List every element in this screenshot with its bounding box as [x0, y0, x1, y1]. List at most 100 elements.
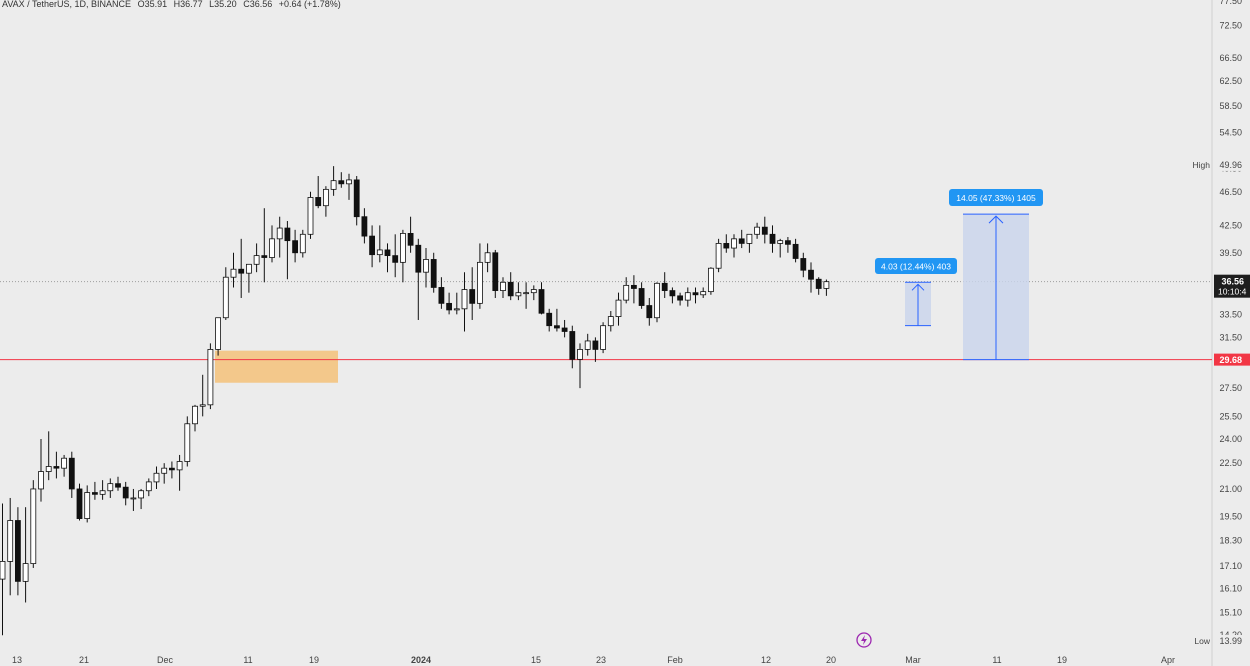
- candle-down: [492, 252, 499, 291]
- y-tick-label: 62.50: [1219, 76, 1242, 86]
- x-tick-label: 12: [761, 655, 771, 665]
- candle-up: [461, 289, 468, 310]
- candle-up: [715, 243, 722, 269]
- candle-down: [785, 240, 791, 245]
- x-tick-label: 2024: [411, 655, 431, 665]
- candle-up: [484, 252, 491, 263]
- candle-up: [269, 238, 275, 258]
- candle-up: [376, 249, 383, 256]
- candle-down: [53, 466, 60, 469]
- candle-up: [299, 233, 306, 254]
- candle-up: [346, 179, 352, 185]
- candle-down: [261, 255, 268, 258]
- candle-down: [792, 243, 799, 259]
- low-value-bg: [1214, 635, 1250, 647]
- candle-up: [84, 492, 91, 519]
- candle-down: [369, 235, 376, 256]
- x-tick-label: 11: [992, 655, 1001, 665]
- candle-up: [7, 520, 14, 562]
- y-tick-label: 66.50: [1219, 53, 1242, 63]
- candle-up: [307, 197, 314, 235]
- y-tick-label: 42.50: [1219, 220, 1242, 230]
- candle-down: [554, 325, 560, 329]
- candle-down: [438, 287, 445, 304]
- candle-up: [245, 263, 252, 274]
- candle-up: [700, 291, 707, 296]
- candle-down: [769, 233, 776, 244]
- candle-up: [823, 281, 830, 289]
- candle-up: [322, 188, 329, 207]
- change-value: +0.64 (+1.78%): [278, 0, 341, 9]
- candle-up: [30, 488, 37, 564]
- high-value: 49.96: [1219, 160, 1242, 170]
- y-tick-label: 15.10: [1219, 607, 1242, 617]
- demand-zone: [215, 350, 338, 383]
- y-tick-label: 16.10: [1219, 583, 1242, 593]
- candle-down: [808, 269, 814, 280]
- candle-down: [469, 289, 476, 304]
- y-tick-label: 39.50: [1219, 248, 1242, 258]
- candle-up: [230, 268, 237, 278]
- candle-up: [161, 467, 168, 474]
- candle-down: [115, 483, 121, 488]
- candle-down: [692, 292, 699, 296]
- y-tick-label: 46.50: [1219, 187, 1242, 197]
- candle-up: [107, 483, 114, 492]
- candle-down: [14, 520, 21, 582]
- measure-label-large: 14.05 (47.33%) 1405: [956, 193, 1036, 203]
- measure-arrowhead-small: [911, 283, 925, 291]
- countdown-label: 10:10:4: [1218, 287, 1247, 297]
- candle-down: [353, 179, 360, 218]
- candle-up: [423, 259, 429, 273]
- x-tick-label: Apr: [1161, 655, 1175, 665]
- candle-up: [207, 349, 214, 406]
- candle-up: [222, 276, 229, 319]
- candle-down: [646, 305, 653, 319]
- candle-down: [738, 238, 745, 244]
- y-tick-label: 18.30: [1219, 535, 1242, 545]
- candle-down: [392, 255, 399, 263]
- x-tick-label: Feb: [667, 655, 683, 665]
- candle-up: [584, 340, 591, 350]
- candle-up: [253, 255, 260, 265]
- measure-arrowhead-large: [988, 215, 1004, 224]
- lightning-icon: [856, 632, 872, 648]
- candle-down: [561, 327, 568, 332]
- candle-up: [777, 240, 784, 244]
- candle-up: [22, 563, 29, 582]
- x-tick-label: 20: [826, 655, 836, 665]
- candle-down: [430, 259, 437, 288]
- y-tick-label: 72.50: [1219, 21, 1242, 31]
- candle-down: [800, 258, 807, 271]
- x-tick-label: 21: [79, 655, 89, 665]
- candle-down: [76, 488, 83, 519]
- candle-down: [407, 232, 414, 246]
- high-value-bg: [1214, 158, 1250, 171]
- candle-down: [569, 331, 576, 360]
- candle-up: [0, 561, 6, 580]
- support-price-tag: [1214, 353, 1250, 366]
- candle-up: [99, 490, 106, 495]
- candle-up: [731, 238, 737, 249]
- candle-up: [476, 261, 483, 304]
- symbol-header: AVAX / TetherUS, 1D, BINANCE O35.91 H36.…: [2, 0, 345, 9]
- candle-down: [315, 197, 322, 207]
- candle-up: [530, 289, 537, 294]
- x-tick-label: 23: [596, 655, 606, 665]
- candle-down: [384, 249, 391, 257]
- candle-down: [546, 312, 553, 327]
- candle-up: [61, 457, 67, 469]
- candle-up: [215, 317, 222, 350]
- candle-up: [607, 316, 614, 327]
- candle-down: [631, 284, 637, 289]
- candle-up: [453, 308, 460, 311]
- y-tick-label: 31.50: [1219, 332, 1242, 342]
- candle-up: [523, 292, 529, 295]
- candle-up: [500, 281, 506, 291]
- candle-up: [176, 461, 183, 471]
- candle-up: [192, 405, 198, 425]
- low-value: 13.99: [1219, 636, 1242, 646]
- candle-down: [168, 467, 175, 471]
- candle-up: [600, 325, 606, 350]
